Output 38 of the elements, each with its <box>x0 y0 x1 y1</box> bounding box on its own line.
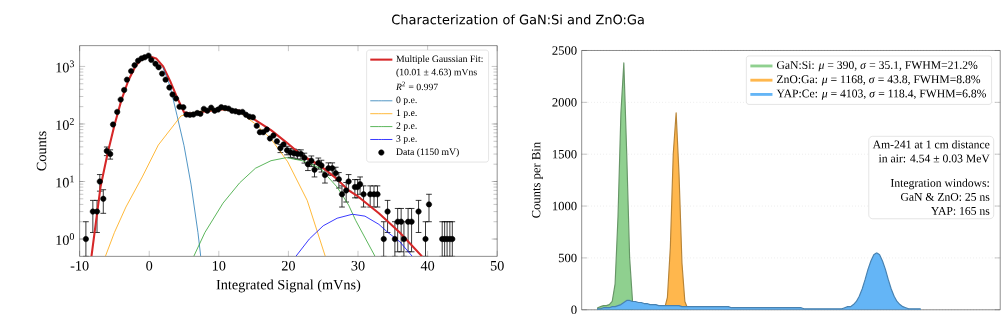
y-axis-title: Counts <box>36 131 47 171</box>
annotation: R$^{2}$ = 0.997 <box>395 81 438 91</box>
x-tick-label: 40 <box>420 261 435 271</box>
legend-label: Multiple Gaussian Fit: <box>396 55 483 65</box>
legend-label: 0 p.e. <box>396 96 417 106</box>
y-tick-label: 2500 <box>552 46 577 55</box>
legend-label: Data (1150 mV) <box>396 148 459 158</box>
y-tick-label: 500 <box>558 253 577 263</box>
y-tick-label: 2000 <box>552 98 577 107</box>
x-tick-label: 20 <box>281 261 295 271</box>
chart-title: Characterization of GaN:Si and ZnO:Ga <box>392 14 644 25</box>
x-tick-label: 10 <box>212 261 226 271</box>
y-axis-title: Counts per Bin <box>531 142 543 219</box>
y-tick-label: 1000 <box>552 201 577 211</box>
y-tick-label: 10$^{3}$ <box>56 60 75 73</box>
annotation: Integration windows: <box>890 178 989 190</box>
annotation: (10.01 ± 4.63) mVns <box>396 68 477 78</box>
legend-label: YAP:Ce: μ = 4103, σ = 118.4, FWHM=6.8% <box>776 89 987 100</box>
x-tick-label: 50 <box>490 261 504 271</box>
legend-label: 2 p.e. <box>396 122 417 132</box>
y-tick-label: 10$^{0}$ <box>56 233 75 246</box>
annotation: Am-241 at 1 cm distance <box>872 140 990 149</box>
y-tick-label: 10$^{2}$ <box>56 118 74 131</box>
annotation: in air: 4.54 ± 0.03 MeV <box>878 154 990 163</box>
y-tick-label: 10$^{1}$ <box>56 175 74 188</box>
legend-label: GaN:Si: μ = 390, σ = 35.1, FWHM=21.2% <box>776 61 978 72</box>
line-series <box>295 214 413 257</box>
legend-label: ZnO:Ga: μ = 1168, σ = 43.8, FWHM=8.8% <box>777 75 981 86</box>
x-tick-label: 0 <box>146 261 153 271</box>
x-tick-label: 30 <box>351 261 365 271</box>
y-tick-label: 0 <box>571 305 577 315</box>
annotation: YAP: 165 ns <box>931 207 990 216</box>
legend-label: 3 p.e. <box>396 135 417 144</box>
y-tick-label: 1500 <box>552 150 577 159</box>
legend-label: 1 p.e. <box>396 109 417 119</box>
annotation: GaN & ZnO: 25 ns <box>900 193 990 202</box>
x-axis-title: Integrated Signal (mVns) <box>216 279 361 293</box>
x-tick-label: -10 <box>70 261 89 271</box>
